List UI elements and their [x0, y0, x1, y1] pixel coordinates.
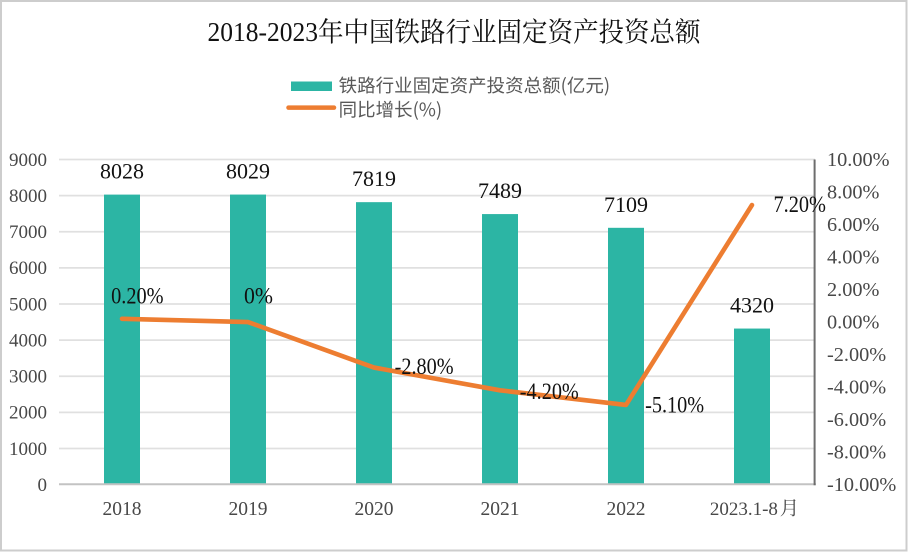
svg-text:2018: 2018 [103, 499, 142, 520]
svg-text:8029: 8029 [226, 159, 270, 184]
svg-text:8.00%: 8.00% [827, 182, 879, 204]
svg-text:0.00%: 0.00% [827, 312, 879, 334]
svg-text:-2.80%: -2.80% [395, 354, 454, 379]
svg-text:2023.1-8: 2023.1-8 [710, 499, 778, 520]
svg-text:7819: 7819 [352, 166, 396, 191]
svg-text:2019: 2019 [229, 499, 268, 520]
svg-text:-10.00%: -10.00% [827, 474, 896, 496]
svg-text:2020: 2020 [355, 499, 394, 520]
svg-text:4000: 4000 [9, 330, 47, 351]
svg-text:2.00%: 2.00% [827, 279, 879, 301]
svg-text:-4.00%: -4.00% [827, 377, 886, 399]
svg-text:7000: 7000 [9, 222, 47, 243]
svg-text:-4.20%: -4.20% [520, 379, 579, 404]
svg-text:0: 0 [38, 475, 48, 496]
svg-text:8000: 8000 [9, 186, 47, 207]
svg-text:2000: 2000 [9, 403, 47, 424]
svg-text:3000: 3000 [9, 367, 47, 388]
svg-text:7.20%: 7.20% [774, 192, 827, 217]
svg-text:4320: 4320 [730, 293, 774, 318]
svg-text:1000: 1000 [9, 439, 47, 460]
svg-text:7489: 7489 [478, 178, 522, 203]
svg-text:-5.10%: -5.10% [645, 393, 704, 418]
svg-text:8028: 8028 [100, 159, 144, 184]
svg-text:0%: 0% [244, 284, 273, 309]
svg-text:-6.00%: -6.00% [827, 409, 886, 431]
svg-text:6000: 6000 [9, 258, 47, 279]
svg-text:5000: 5000 [9, 294, 47, 315]
svg-text:0.20%: 0.20% [111, 284, 164, 309]
svg-text:2021: 2021 [481, 499, 520, 520]
svg-text:-8.00%: -8.00% [827, 442, 886, 464]
svg-text:7109: 7109 [604, 192, 648, 217]
svg-text:6.00%: 6.00% [827, 214, 879, 236]
svg-text:4.00%: 4.00% [827, 247, 879, 269]
svg-text:9000: 9000 [9, 150, 47, 171]
svg-text:-2.00%: -2.00% [827, 344, 886, 366]
svg-text:2018-2023: 2018-2023 [208, 17, 318, 47]
svg-text:2022: 2022 [607, 499, 646, 520]
svg-text:10.00%: 10.00% [827, 149, 890, 171]
